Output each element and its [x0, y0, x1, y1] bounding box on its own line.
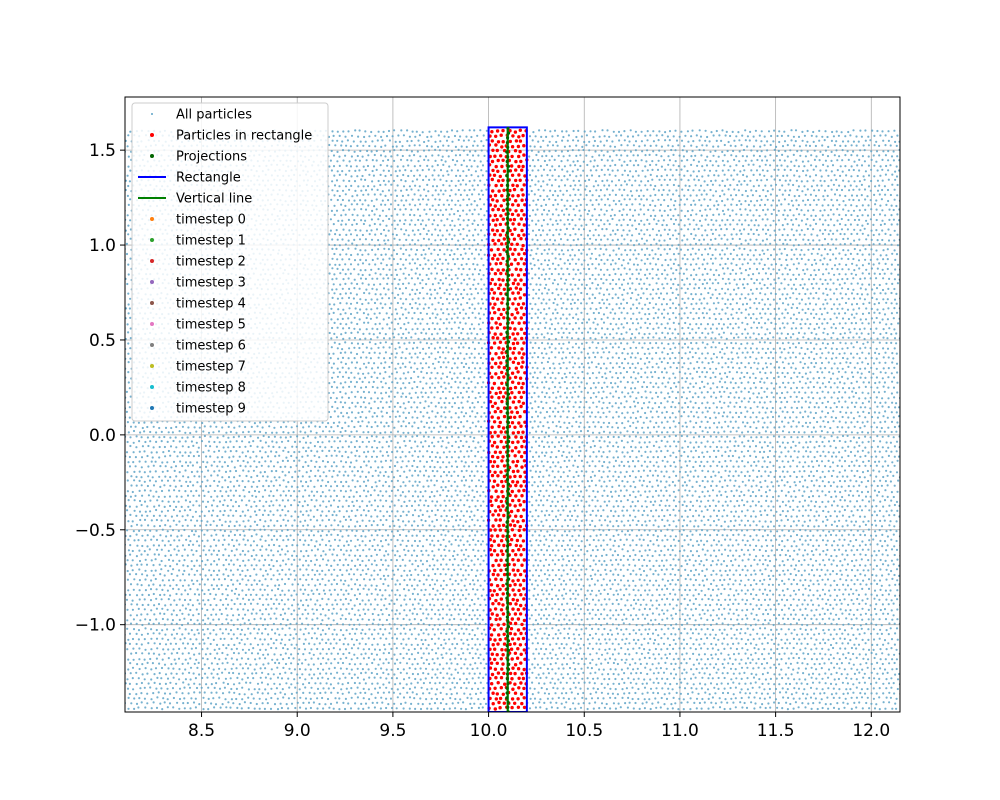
- y-tick-label-0: −1.0: [75, 616, 116, 636]
- x-tick-label-3: 10.0: [470, 721, 508, 741]
- plot-frame: [124, 96, 901, 713]
- legend-swatch-8: [150, 280, 154, 284]
- y-tick-label-1: −0.5: [75, 521, 116, 541]
- legend-label-4: Vertical line: [176, 192, 252, 207]
- y-tick-label-2: 0.0: [89, 426, 116, 446]
- x-tick-label-5: 11.0: [661, 721, 699, 741]
- projection-points: [505, 126, 511, 712]
- legend-swatch-12: [150, 364, 154, 368]
- legend-swatch-9: [150, 301, 154, 305]
- legend-swatch-2: [150, 154, 154, 158]
- x-tick-label-1: 9.0: [284, 721, 311, 741]
- x-tick-label-7: 12.0: [852, 721, 890, 741]
- x-tick-label-2: 9.5: [379, 721, 406, 741]
- legend-swatch-14: [150, 406, 154, 410]
- legend-swatch-5: [150, 217, 154, 221]
- legend-swatch-1: [150, 133, 154, 137]
- x-tick-label-6: 11.5: [757, 721, 795, 741]
- legend: All particles Particles in rectangle Proje…: [131, 102, 329, 422]
- legend-swatch-10: [150, 322, 154, 326]
- legend-label-8: timestep 3: [176, 276, 246, 291]
- y-tick-label-3: 0.5: [89, 331, 116, 351]
- legend-label-10: timestep 5: [176, 318, 246, 333]
- legend-label-14: timestep 9: [176, 402, 246, 417]
- legend-swatch-0: [151, 113, 153, 115]
- ticks-layer: 8.5 9.0 9.5 10.0 10.5 11.0 11.5 12.0 −1.0 −0.5 0.0…: [75, 141, 891, 741]
- legend-label-1: Particles in rectangle: [176, 129, 312, 144]
- x-tick-label-0: 8.5: [188, 721, 215, 741]
- y-tick-label-4: 1.0: [89, 236, 116, 256]
- overlay-layer: [487, 126, 528, 712]
- legend-label-3: Rectangle: [176, 171, 241, 186]
- legend-swatch-7: [150, 259, 154, 263]
- legend-label-9: timestep 4: [176, 297, 246, 312]
- legend-label-7: timestep 2: [176, 255, 246, 270]
- legend-label-13: timestep 8: [176, 381, 246, 396]
- legend-label-6: timestep 1: [176, 234, 246, 249]
- legend-swatch-13: [150, 385, 154, 389]
- legend-label-2: Projections: [176, 150, 247, 165]
- legend-box: [131, 102, 329, 422]
- x-tick-label-4: 10.5: [565, 721, 603, 741]
- y-tick-label-5: 1.5: [89, 141, 116, 161]
- legend-label-5: timestep 0: [176, 213, 246, 228]
- legend-label-0: All particles: [176, 108, 252, 123]
- legend-label-11: timestep 6: [176, 339, 246, 354]
- legend-swatch-11: [150, 343, 154, 347]
- legend-swatch-6: [150, 238, 154, 242]
- legend-label-12: timestep 7: [176, 360, 246, 375]
